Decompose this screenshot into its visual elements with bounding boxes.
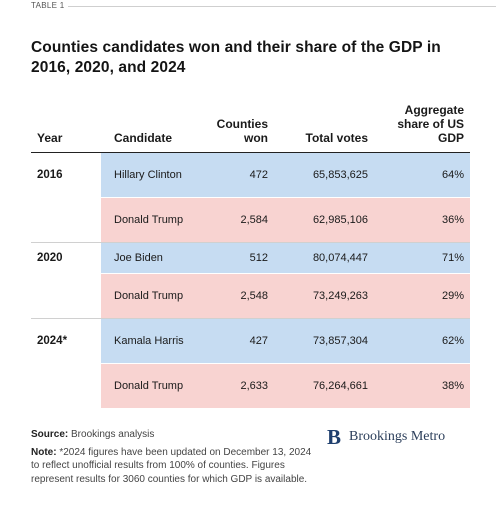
results-table: Year Candidate Counties won Total votes …	[31, 103, 470, 409]
row-candidate: Hillary Clinton	[101, 152, 204, 198]
row-gdp-share: 64%	[374, 152, 470, 198]
row-gdp-share: 29%	[374, 273, 470, 319]
row-total-votes: 65,853,625	[274, 152, 374, 198]
note-line: Note: *2024 figures have been updated on…	[31, 446, 316, 487]
row-year: 2020	[31, 242, 101, 274]
row-candidate: Joe Biden	[101, 242, 204, 274]
row-gdp-share: 36%	[374, 197, 470, 243]
row-total-votes: 73,249,263	[274, 273, 374, 319]
source-text: Brookings analysis	[71, 429, 155, 440]
source-label: Source:	[31, 429, 69, 440]
table-row: Donald Trump 2,633 76,264,661 38%	[31, 363, 470, 409]
table-row: Donald Trump 2,584 62,985,106 36%	[31, 197, 470, 243]
note-text: *2024 figures have been updated on Decem…	[31, 446, 312, 485]
table-tag-label: TABLE 1	[31, 1, 65, 10]
header-candidate: Candidate	[114, 131, 173, 145]
page-title: Counties candidates won and their share …	[31, 39, 441, 76]
row-candidate: Donald Trump	[101, 273, 204, 319]
row-year	[31, 273, 101, 319]
row-gdp-share: 38%	[374, 363, 470, 409]
row-candidate: Donald Trump	[101, 363, 204, 409]
brookings-b-logo-icon: B	[327, 425, 342, 449]
table-row: Donald Trump 2,548 73,249,263 29%	[31, 273, 470, 319]
table-row: 2024* Kamala Harris 427 73,857,304 62%	[31, 318, 470, 364]
row-counties-won: 2,584	[204, 197, 274, 243]
header-total-votes: Total votes	[305, 131, 368, 145]
row-counties-won: 2,633	[204, 363, 274, 409]
row-gdp-share: 71%	[374, 242, 470, 274]
row-total-votes: 73,857,304	[274, 318, 374, 364]
source-line: Source: Brookings analysis	[31, 428, 316, 442]
row-total-votes: 62,985,106	[274, 197, 374, 243]
table-row: 2016 Hillary Clinton 472 65,853,625 64%	[31, 152, 470, 198]
row-counties-won: 472	[204, 152, 274, 198]
header-counties-won: Counties won	[216, 117, 268, 145]
brand-name: Brookings Metro	[349, 429, 446, 444]
table-row: 2020 Joe Biden 512 80,074,447 71%	[31, 242, 470, 274]
tag-rule	[68, 6, 496, 7]
row-counties-won: 427	[204, 318, 274, 364]
row-counties-won: 2,548	[204, 273, 274, 319]
footer-notes: Source: Brookings analysis Note: *2024 f…	[31, 428, 316, 486]
row-counties-won: 512	[204, 242, 274, 274]
brookings-metro-logo: B Brookings Metro	[327, 425, 446, 449]
row-year: 2016	[31, 152, 101, 198]
row-year: 2024*	[31, 318, 101, 364]
row-candidate: Donald Trump	[101, 197, 204, 243]
row-gdp-share: 62%	[374, 318, 470, 364]
header-gdp-share: Aggregate share of US GDP	[397, 103, 464, 145]
row-total-votes: 76,264,661	[274, 363, 374, 409]
row-year	[31, 197, 101, 243]
row-candidate: Kamala Harris	[101, 318, 204, 364]
header-year: Year	[37, 131, 63, 145]
table-header-row: Year Candidate Counties won Total votes …	[31, 103, 470, 153]
note-label: Note:	[31, 446, 57, 458]
row-year	[31, 363, 101, 409]
row-total-votes: 80,074,447	[274, 242, 374, 274]
table-tag: TABLE 1	[31, 1, 496, 10]
